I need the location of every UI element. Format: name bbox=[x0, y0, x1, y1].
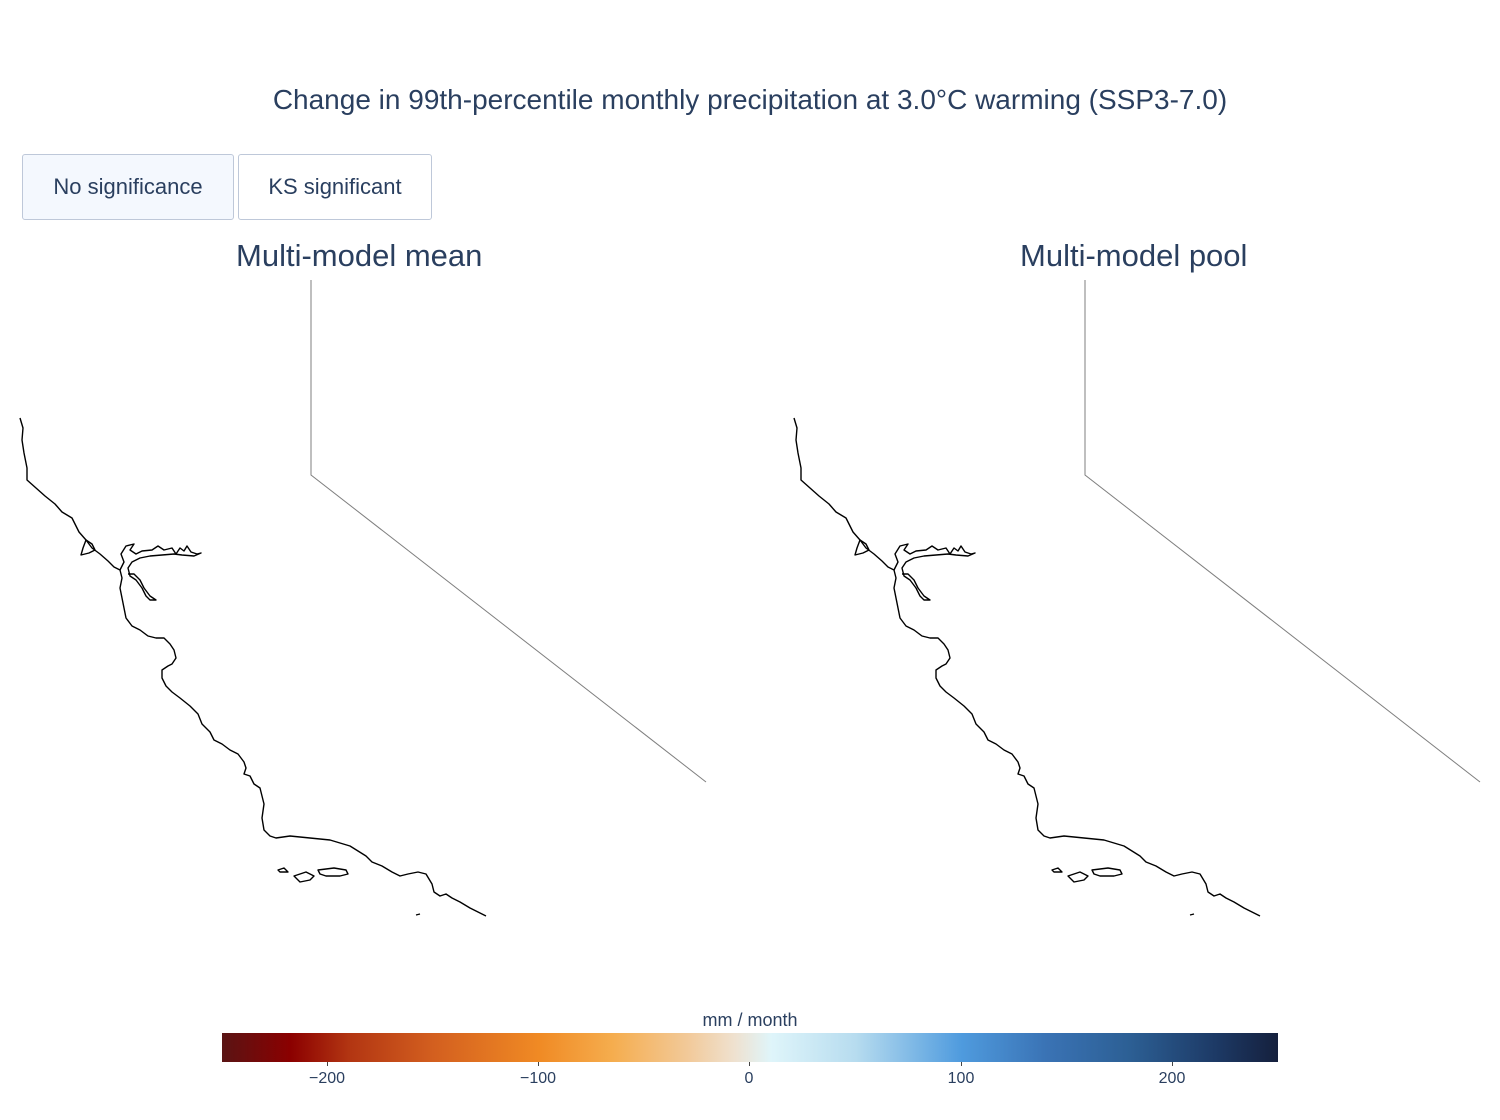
panel-title-mean: Multi-model mean bbox=[236, 238, 483, 273]
state-boundary bbox=[1084, 280, 1481, 783]
no-significance-button[interactable]: No significance bbox=[22, 154, 234, 220]
colorbar-tick-mark bbox=[327, 1062, 328, 1066]
state-boundary bbox=[310, 280, 707, 783]
colorbar bbox=[222, 1033, 1278, 1062]
colorbar-tick-label: −100 bbox=[519, 1070, 557, 1087]
colorbar-tick-mark bbox=[749, 1062, 750, 1066]
colorbar-tick-label: −200 bbox=[308, 1070, 346, 1087]
coastline bbox=[793, 417, 1261, 917]
panel-title-pool: Multi-model pool bbox=[1020, 238, 1248, 273]
colorbar-tick-mark bbox=[1172, 1062, 1173, 1066]
map-panel-pool[interactable] bbox=[774, 278, 1494, 918]
colorbar-tick-label: 100 bbox=[947, 1070, 975, 1087]
ks-significant-button[interactable]: KS significant bbox=[238, 154, 432, 220]
map-panel-mean[interactable] bbox=[0, 278, 720, 918]
colorbar-tick-label: 200 bbox=[1158, 1070, 1186, 1087]
colorbar-title: mm / month bbox=[702, 1010, 798, 1030]
colorbar-tick-mark bbox=[538, 1062, 539, 1066]
colorbar-tick-label: 0 bbox=[744, 1070, 754, 1087]
figure-title: Change in 99th-percentile monthly precip… bbox=[272, 84, 1228, 115]
significance-toggle-group: No significance KS significant bbox=[22, 154, 432, 220]
colorbar-tick-mark bbox=[961, 1062, 962, 1066]
coastline bbox=[19, 417, 487, 917]
